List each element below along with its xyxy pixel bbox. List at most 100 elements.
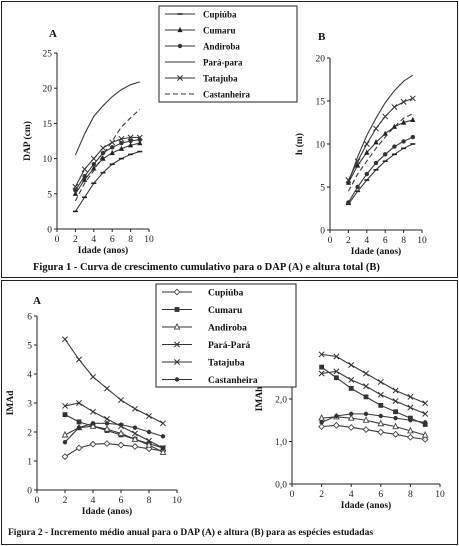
data-point <box>391 123 397 129</box>
data-point <box>421 435 429 443</box>
y-axis-label: DAP (cm) <box>22 121 33 161</box>
data-point <box>118 135 125 142</box>
x-axis-label: Idade (anos) <box>351 246 401 257</box>
legend-label: Andiroba <box>208 323 247 333</box>
data-point <box>401 119 407 125</box>
series-cumaru <box>72 140 143 196</box>
data-point <box>146 429 152 435</box>
series-line-cupiuba <box>347 143 414 205</box>
data-point <box>373 139 379 145</box>
legend-label: Cupiúba <box>208 288 244 298</box>
x-tick-label: 8 <box>401 236 406 246</box>
data-point <box>378 413 383 419</box>
x-tick-label: 10 <box>172 496 182 506</box>
series-line-para-para <box>347 74 414 183</box>
data-point <box>318 370 325 377</box>
data-point <box>349 411 354 417</box>
data-point <box>409 95 416 102</box>
data-point <box>334 413 339 419</box>
y-tick-label: 10 <box>316 141 326 151</box>
legend-marker <box>174 307 180 312</box>
data-point <box>355 184 360 190</box>
y-tick-label: 0 <box>320 227 325 237</box>
data-point <box>91 165 97 171</box>
data-point <box>62 439 68 445</box>
series-tatajuba <box>318 368 429 417</box>
data-point <box>89 440 97 448</box>
data-point <box>81 166 88 173</box>
y-tick-label: 6 <box>27 313 32 323</box>
data-point <box>391 104 398 110</box>
data-point <box>132 425 138 430</box>
y-tick-label: 20 <box>43 85 53 95</box>
data-point <box>348 362 355 368</box>
legend-entry: Cumaru <box>162 306 243 316</box>
data-point <box>392 144 397 149</box>
data-point <box>408 418 413 423</box>
series-para-para <box>347 74 414 183</box>
legend-label: Pará-Pará <box>208 341 250 351</box>
panel-label: B <box>318 31 326 43</box>
legend-label: Tatajuba <box>203 73 238 83</box>
data-point <box>159 448 167 455</box>
data-point <box>392 430 400 438</box>
data-point <box>346 200 351 205</box>
series-andiroba <box>73 137 142 193</box>
legend-label: Cumaru <box>208 306 243 316</box>
data-point <box>363 141 370 147</box>
legend-marker <box>177 75 183 81</box>
series-line-tatajuba <box>64 402 164 449</box>
data-point <box>90 155 97 162</box>
chart-fig2-a: 0 1 2 3 4 5 6 0 2 4 6 8 10 Idade (anos) IMAd A <box>6 295 182 517</box>
data-point <box>61 430 69 438</box>
y-axis-label: IMAd <box>6 390 16 416</box>
data-point <box>117 429 125 436</box>
data-point <box>354 158 361 165</box>
legend-marker <box>177 26 183 33</box>
x-tick-label: 2 <box>63 496 68 506</box>
y-tick-label: 1,0 <box>275 438 287 448</box>
data-point <box>382 113 389 120</box>
x-tick-label: 0 <box>55 235 60 245</box>
data-point <box>363 394 369 400</box>
legend-box <box>155 283 297 388</box>
data-point <box>400 98 407 105</box>
data-point <box>421 431 429 438</box>
data-point <box>333 368 340 375</box>
series-para-para <box>62 336 166 427</box>
data-point <box>363 383 369 390</box>
series-line-castanheira <box>347 113 414 192</box>
legend-label: Cumaru <box>203 25 236 35</box>
data-point <box>377 379 384 385</box>
x-tick-label: 6 <box>119 496 124 506</box>
data-point <box>363 411 369 417</box>
data-point <box>407 426 414 434</box>
data-point <box>62 402 68 409</box>
data-point <box>110 145 115 150</box>
data-point <box>319 364 324 370</box>
legend-marker <box>173 288 181 296</box>
y-axis-label: IMAh <box>255 386 265 412</box>
y-tick-label: 5 <box>320 184 325 194</box>
data-point <box>160 444 166 451</box>
x-tick-label: 4 <box>349 490 354 500</box>
data-point <box>355 162 361 168</box>
data-point <box>319 420 324 425</box>
legend-box <box>158 5 298 103</box>
legend-fig1: Cupiúba Cumaru Andiroba Pará-para Tatajuba Ca… <box>158 5 298 103</box>
data-point <box>90 408 96 415</box>
x-axis-label: Idade (anos) <box>78 245 128 256</box>
data-point <box>333 353 340 360</box>
y-tick-label: 20 <box>316 55 326 65</box>
series-line-cumaru <box>321 366 426 426</box>
data-point <box>119 140 124 146</box>
x-tick-label: 10 <box>435 490 445 500</box>
legend-marker <box>174 359 180 365</box>
data-point <box>347 414 355 421</box>
y-tick-label: 25 <box>43 50 53 60</box>
data-point <box>104 421 110 426</box>
data-point <box>363 370 369 377</box>
data-point <box>118 422 124 427</box>
chart-fig1-a: 0 5 10 15 20 25 0 2 4 6 8 10 Idade (anos) DAP (cm) A <box>22 28 154 256</box>
